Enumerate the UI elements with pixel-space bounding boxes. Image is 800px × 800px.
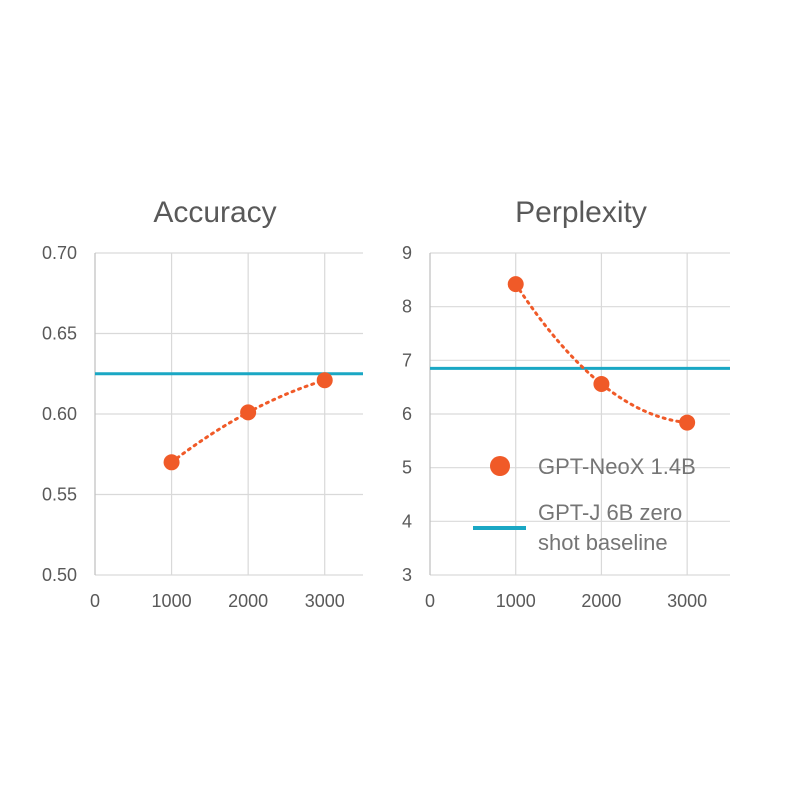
y-tick-label: 0.60: [42, 404, 77, 424]
perplexity-chart: Perplexity 3 4 5 6 7 8 9 0 1000 2000 3000: [402, 196, 730, 611]
data-point: [593, 375, 610, 392]
x-tick-label: 3000: [667, 591, 707, 611]
y-tick-label: 8: [402, 297, 412, 317]
data-point: [240, 404, 257, 421]
data-point: [507, 276, 524, 293]
x-tick-label: 1000: [152, 591, 192, 611]
data-point: [316, 372, 333, 389]
y-tick-label: 9: [402, 243, 412, 263]
x-tick-label: 2000: [581, 591, 621, 611]
legend-label-baseline: GPT-J 6B zero: [538, 500, 682, 525]
chart-title: Perplexity: [515, 196, 647, 229]
x-tick-label: 1000: [496, 591, 536, 611]
x-tick-label: 2000: [228, 591, 268, 611]
chart-title: Accuracy: [153, 196, 276, 229]
y-tick-label: 5: [402, 458, 412, 478]
legend-marker-series: [490, 456, 510, 476]
y-tick-label: 7: [402, 350, 412, 370]
data-point: [163, 454, 180, 471]
legend-label-series: GPT-NeoX 1.4B: [538, 454, 696, 479]
y-tick-label: 0.50: [42, 565, 77, 585]
x-tick-label: 0: [425, 591, 435, 611]
y-tick-label: 0.55: [42, 485, 77, 505]
x-tick-label: 3000: [305, 591, 345, 611]
y-tick-label: 3: [402, 565, 412, 585]
accuracy-chart: Accuracy 0.50 0.55 0.60 0.65 0.70 0 1000 2000 300…: [42, 196, 363, 611]
x-tick-label: 0: [90, 591, 100, 611]
legend-label-baseline: shot baseline: [538, 530, 668, 555]
y-tick-label: 0.65: [42, 324, 77, 344]
y-tick-label: 6: [402, 404, 412, 424]
legend: GPT-NeoX 1.4B GPT-J 6B zero shot baseline: [473, 454, 696, 555]
y-tick-label: 0.70: [42, 243, 77, 263]
data-point: [679, 414, 696, 431]
y-tick-label: 4: [402, 511, 412, 531]
